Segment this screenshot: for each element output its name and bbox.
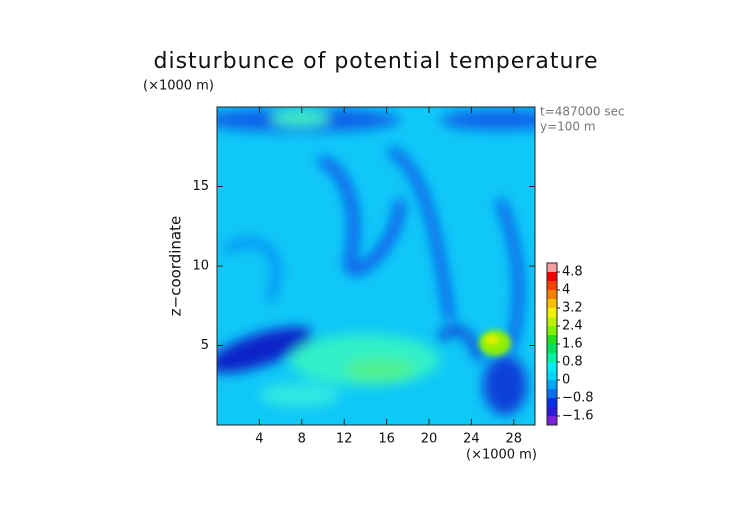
x-tick-label: 8 (298, 432, 306, 447)
x-tick-label: 24 (463, 432, 480, 447)
colorbar-box (547, 353, 557, 362)
colorbar-label: 3.2 (562, 301, 583, 316)
x-tick-label: 28 (506, 432, 523, 447)
colorbar-box (547, 326, 557, 335)
colorbar-box (547, 416, 557, 425)
colorbar-box (547, 335, 557, 344)
colorbar-box (547, 263, 557, 272)
colorbar-label: 4.8 (562, 265, 583, 280)
colorbar-label: 0 (562, 373, 570, 388)
colorbar-label: −1.6 (562, 409, 594, 424)
colorbar-box (547, 407, 557, 416)
colorbar-label: −0.8 (562, 391, 594, 406)
annotation: t=487000 sec (540, 105, 625, 119)
colorbar-box (547, 308, 557, 317)
colorbar-label: 4 (562, 283, 570, 298)
x-unit: (×1000 m) (466, 448, 537, 463)
colorbar-label: 2.4 (562, 319, 583, 334)
x-tick-label: 12 (336, 432, 353, 447)
x-tick-label: 4 (255, 432, 263, 447)
colorbar-box (547, 299, 557, 308)
x-tick-label: 20 (421, 432, 438, 447)
colorbar-box (547, 380, 557, 389)
y-unit: (×1000 m) (143, 79, 214, 94)
colorbar-box (547, 272, 557, 281)
y-axis-label: z−coordinate (167, 216, 185, 316)
colorbar-box (547, 281, 557, 290)
colorbar-box (547, 371, 557, 380)
colorbar-label: 1.6 (562, 337, 583, 352)
annotation: y=100 m (540, 120, 596, 134)
y-tick-label: 5 (201, 338, 209, 353)
chart-title: disturbunce of potential temperature (154, 49, 599, 74)
colorbar-box (547, 362, 557, 371)
field (217, 107, 535, 425)
colorbar-box (547, 317, 557, 326)
colorbar-box (547, 398, 557, 407)
colorbar-box (547, 344, 557, 353)
colorbar-box (547, 290, 557, 299)
y-tick-label: 10 (192, 259, 209, 274)
x-tick-label: 16 (378, 432, 395, 447)
colorbar-label: 0.8 (562, 355, 583, 370)
colorbar-box (547, 389, 557, 398)
y-tick-label: 15 (192, 179, 209, 194)
